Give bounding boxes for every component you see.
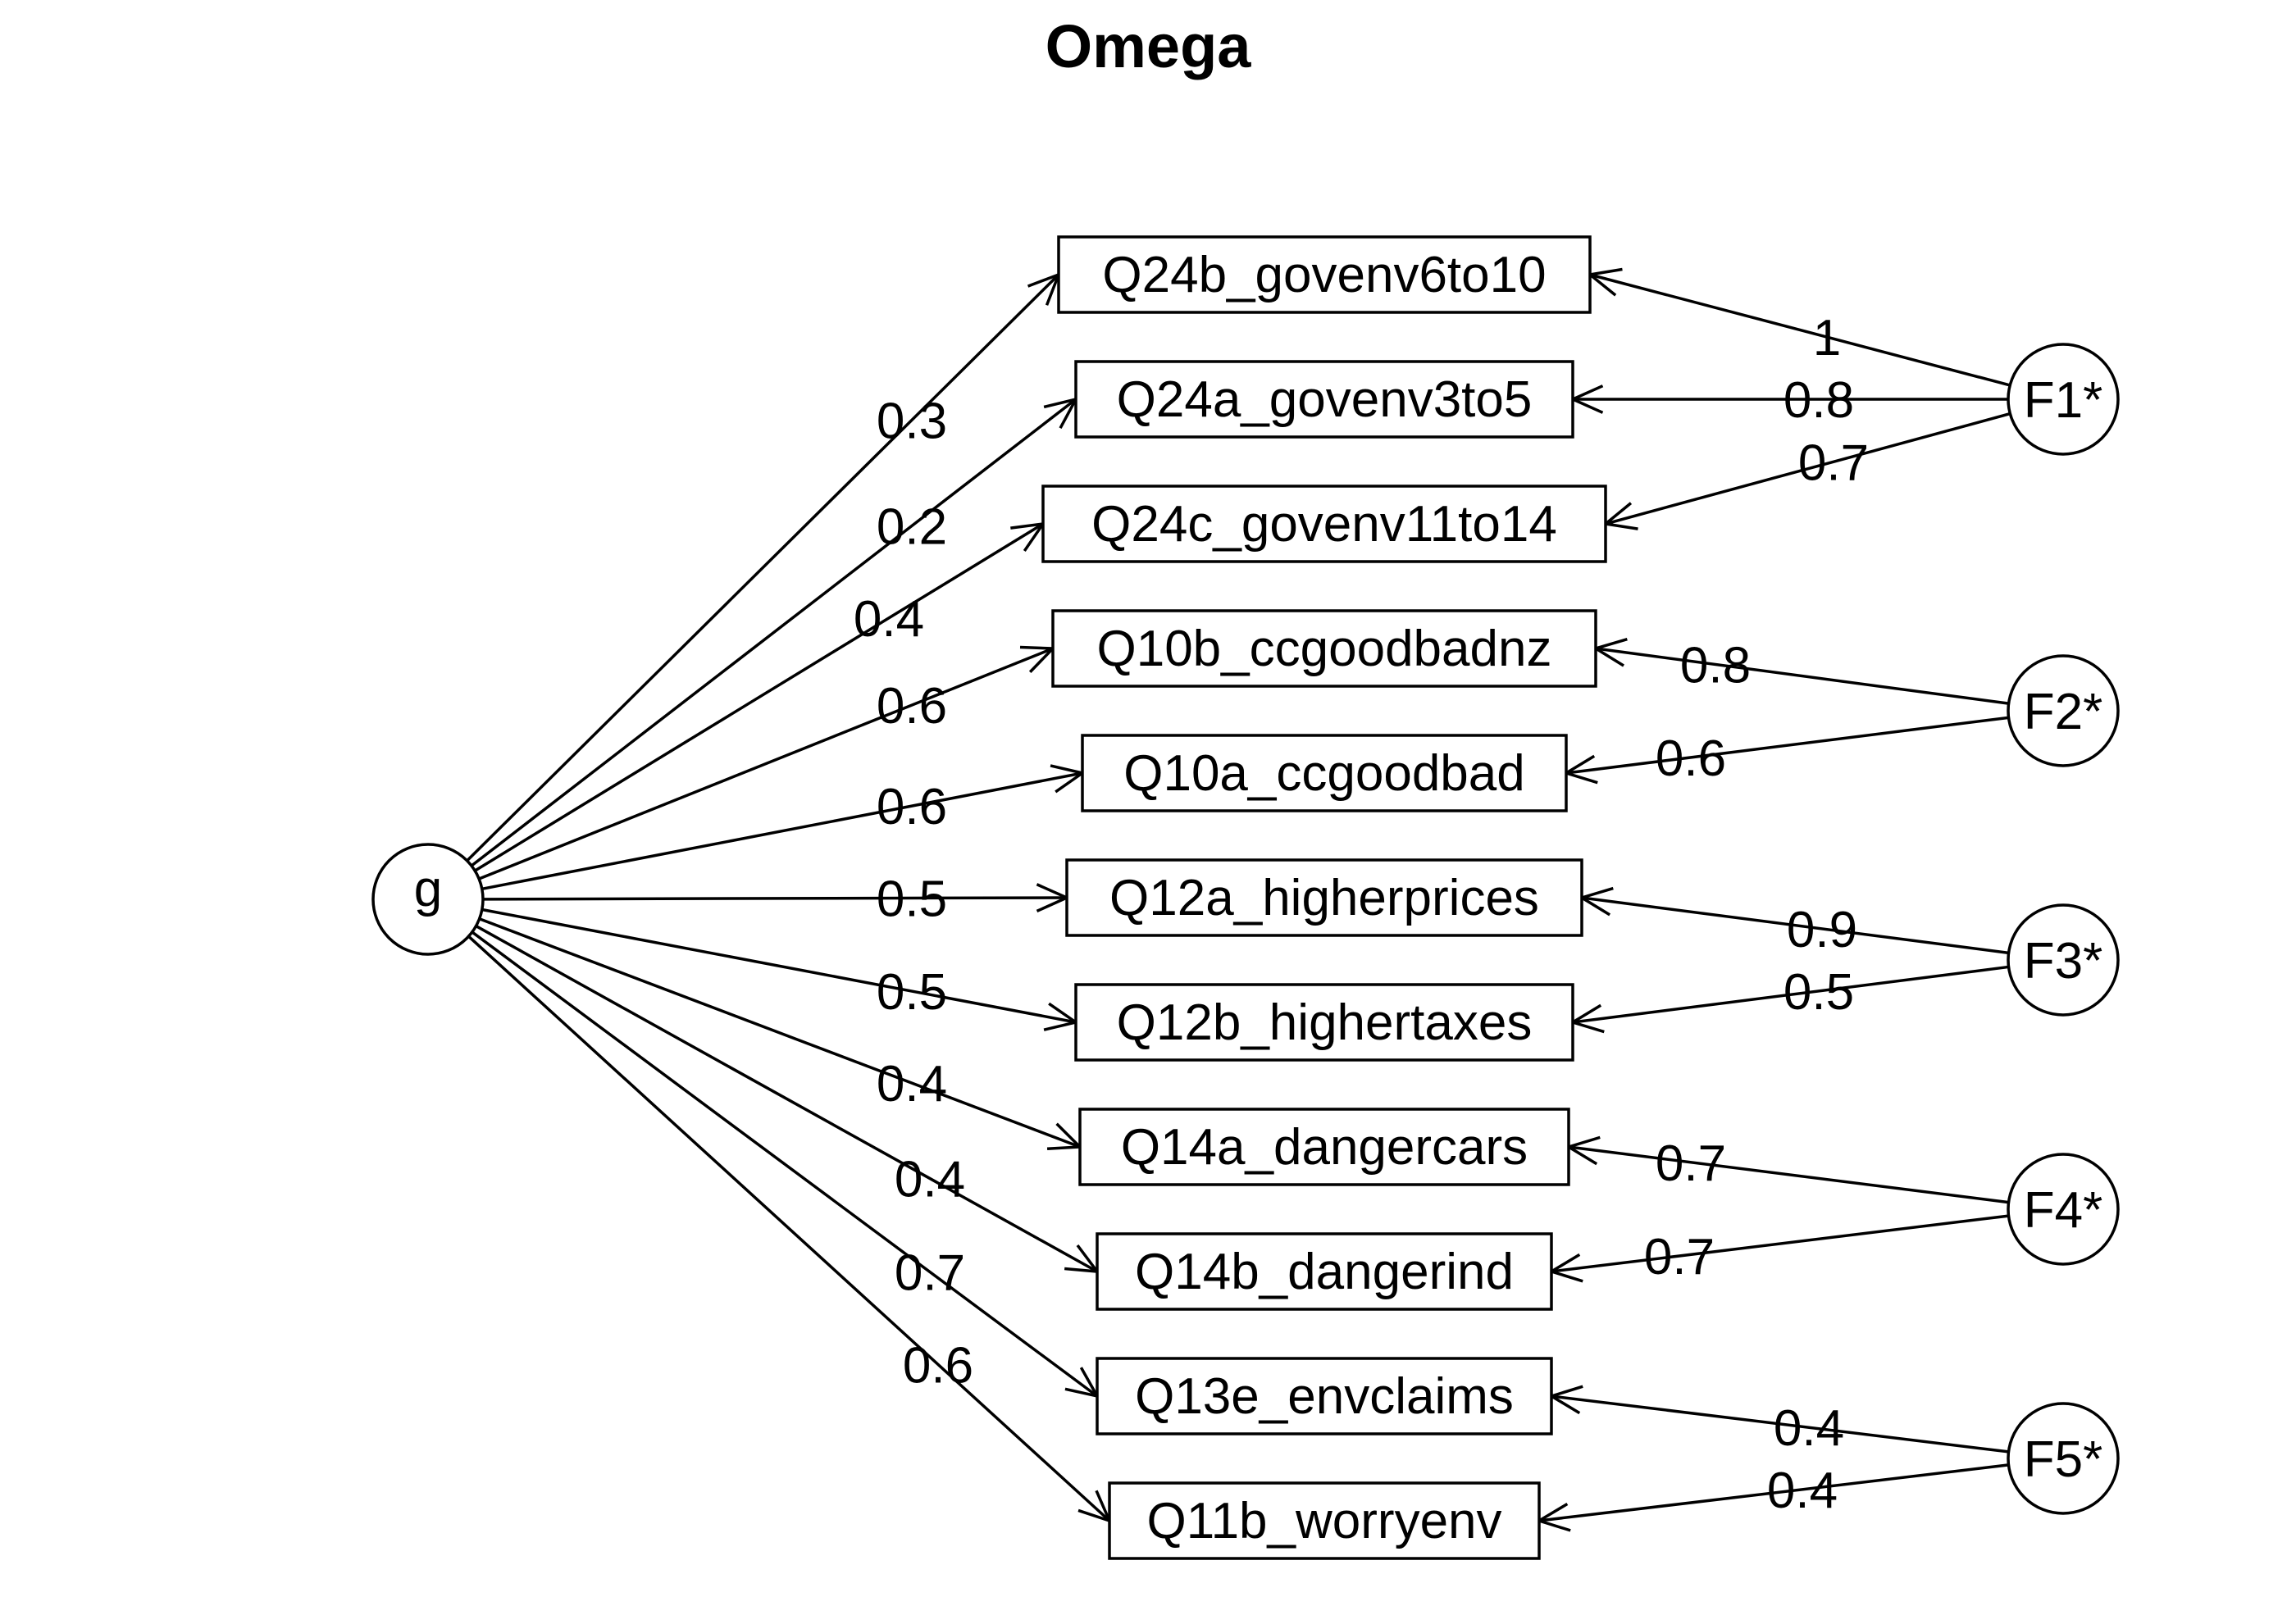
g-loading-label: 0.7: [895, 1245, 965, 1302]
general-factor-node: [371, 843, 485, 956]
g-loading-edge: [470, 398, 1077, 867]
item-box: [1096, 1232, 1553, 1311]
g-loading-label: 0.2: [877, 498, 947, 555]
g-loading-edge: [478, 647, 1054, 880]
group-loading-edge: [1605, 412, 2011, 525]
g-loading-edge: [467, 935, 1111, 1522]
item-label: Q10a_ccgoodbad: [1123, 745, 1525, 802]
g-loading-label: 0.6: [903, 1337, 973, 1394]
group-loading-label: 0.5: [1784, 964, 1854, 1021]
group-loading-edge: [1572, 965, 2009, 1024]
item-label: Q11b_worryenv: [1146, 1493, 1501, 1549]
group-factor-node: [2007, 1402, 2120, 1515]
g-loading-label: 0.6: [877, 678, 947, 735]
g-loading-edge: [475, 925, 1098, 1273]
item-box: [1081, 734, 1568, 812]
g-loading-edge: [481, 771, 1083, 891]
item-label: Q10b_ccgoodbadnz: [1096, 621, 1551, 677]
item-label: Q12a_higherprices: [1109, 870, 1539, 926]
item-box: [1078, 1108, 1570, 1186]
g-loading-label: 0.6: [877, 779, 947, 835]
group-loading-label: 0.4: [1767, 1463, 1838, 1519]
item-box: [1074, 983, 1574, 1062]
group-loading-label: 0.8: [1680, 637, 1751, 694]
item-box: [1051, 609, 1597, 688]
g-loading-label: 0.5: [877, 871, 947, 927]
group-loading-label: 0.9: [1787, 902, 1857, 958]
g-loading-label: 0.4: [854, 591, 924, 648]
group-loading-edge: [1589, 273, 2011, 387]
item-label: Q14a_dangercars: [1121, 1119, 1528, 1176]
group-factor-node: [2007, 903, 2120, 1017]
edge-labels-layer: 0.30.20.40.60.60.50.50.40.40.70.610.80.7…: [854, 310, 1869, 1519]
group-loading-edge: [1565, 716, 2009, 775]
group-loading-edge: [1551, 1214, 2009, 1273]
item-box: [1041, 485, 1607, 563]
group-loading-label: 0.7: [1798, 434, 1869, 491]
group-loading-edge: [1551, 1394, 2009, 1454]
item-label: Q13e_envclaims: [1135, 1368, 1514, 1425]
g-loading-edge: [466, 273, 1060, 862]
item-label: Q14b_dangerind: [1135, 1244, 1514, 1300]
group-factor-label: F4*: [2024, 1182, 2102, 1239]
nodes-layer: Q24b_govenv6to10 Q24a_govenv3to5 Q24c_gove…: [371, 235, 2120, 1560]
item-box: [1065, 858, 1583, 937]
group-factor-label: F3*: [2024, 933, 2102, 990]
group-factor-node: [2007, 654, 2120, 767]
group-loading-edge: [1538, 1463, 2009, 1522]
group-loading-label: 0.7: [1656, 1135, 1726, 1192]
general-factor-label: g: [414, 861, 442, 917]
group-loading-label: 0.8: [1784, 372, 1854, 429]
item-label: Q24b_govenv6to10: [1102, 247, 1546, 303]
group-loading-edge: [1595, 647, 2009, 705]
group-loading-label: 0.4: [1774, 1400, 1844, 1457]
g-loading-edge: [471, 930, 1099, 1398]
group-loading-label: 1: [1813, 310, 1841, 366]
group-factor-node: [2007, 343, 2120, 456]
item-label: Q24a_govenv3to5: [1117, 371, 1533, 428]
g-loading-label: 0.5: [877, 964, 947, 1021]
item-label: Q24c_govenv11to14: [1091, 496, 1557, 553]
group-factor-label: F2*: [2024, 684, 2102, 740]
diagram-title: Omega: [1046, 12, 1252, 80]
item-box: [1074, 360, 1574, 439]
item-box: [1057, 235, 1592, 314]
item-label: Q12b_highertaxes: [1117, 994, 1533, 1051]
item-box: [1108, 1481, 1541, 1560]
group-factor-label: F5*: [2024, 1431, 2102, 1488]
edges-layer: [466, 267, 2011, 1532]
group-factor-node: [2007, 1153, 2120, 1266]
g-loading-edge: [481, 908, 1077, 1024]
group-loading-label: 0.6: [1656, 730, 1726, 787]
group-loading-edge: [1581, 896, 2009, 955]
g-loading-label: 0.4: [877, 1056, 947, 1112]
group-loading-edge: [1568, 1145, 2009, 1204]
g-loading-edge: [479, 917, 1081, 1149]
group-factor-label: F1*: [2024, 372, 2102, 429]
g-loading-label: 0.4: [895, 1152, 965, 1208]
group-loading-label: 0.7: [1644, 1229, 1715, 1285]
g-loading-label: 0.3: [877, 393, 947, 449]
g-loading-edge: [474, 522, 1044, 872]
g-loading-edge: [482, 896, 1068, 901]
item-box: [1096, 1357, 1553, 1435]
